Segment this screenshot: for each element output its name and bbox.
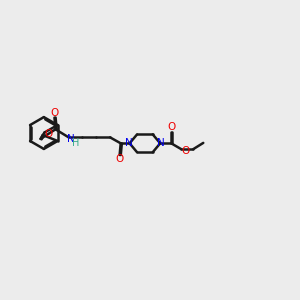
Text: O: O <box>181 146 189 156</box>
Text: O: O <box>116 154 124 164</box>
Text: O: O <box>50 108 59 118</box>
Text: O: O <box>167 122 175 132</box>
Text: N: N <box>157 138 164 148</box>
Text: N: N <box>67 134 74 144</box>
Text: O: O <box>44 128 52 139</box>
Text: N: N <box>125 138 133 148</box>
Text: H: H <box>72 138 79 148</box>
